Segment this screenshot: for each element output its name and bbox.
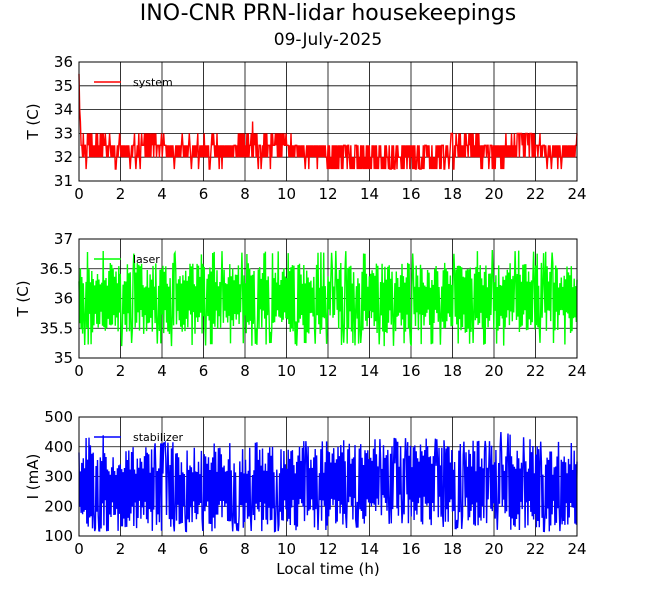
- x-tick-label: 14: [360, 185, 379, 203]
- x-tick-label: 20: [484, 185, 503, 203]
- series-line-laser: [78, 249, 578, 347]
- x-tick-label: 18: [443, 362, 462, 380]
- x-tick-label: 14: [360, 362, 379, 380]
- x-tick-label: 16: [401, 540, 420, 558]
- x-tick-label: 6: [199, 185, 209, 203]
- x-tick-label: 16: [401, 185, 420, 203]
- figure-title: INO-CNR PRN-lidar housekeepings: [140, 1, 516, 26]
- y-tick-label: 35: [54, 77, 73, 95]
- x-tick-label: 12: [318, 540, 337, 558]
- x-tick-label: 24: [567, 185, 586, 203]
- y-tick-label: 33: [54, 124, 73, 142]
- x-tick-label: 10: [277, 362, 296, 380]
- x-tick-label: 20: [484, 362, 503, 380]
- x-tick-label: 20: [484, 540, 503, 558]
- y-tick-label: 300: [44, 468, 73, 486]
- x-axis-label: Local time (h): [276, 560, 380, 578]
- x-tick-label: 6: [199, 540, 209, 558]
- x-tick-label: 0: [74, 362, 84, 380]
- x-tick-label: 0: [74, 185, 84, 203]
- x-tick-label: 10: [277, 540, 296, 558]
- x-tick-label: 24: [567, 362, 586, 380]
- figure-subtitle: 09-July-2025: [274, 30, 382, 50]
- x-tick-label: 8: [240, 540, 250, 558]
- y-tick-label: 500: [44, 408, 73, 426]
- x-tick-label: 2: [116, 362, 126, 380]
- y-axis-label: I (mA): [24, 454, 42, 500]
- x-tick-label: 12: [318, 185, 337, 203]
- x-tick-label: 18: [443, 185, 462, 203]
- x-tick-label: 4: [157, 540, 167, 558]
- legend-label: laser: [133, 253, 160, 266]
- legend-label: system: [133, 76, 173, 89]
- y-tick-label: 36: [54, 290, 73, 308]
- y-tick-label: 36: [54, 53, 73, 71]
- x-tick-label: 12: [318, 362, 337, 380]
- x-tick-label: 22: [526, 362, 545, 380]
- plot-frame: [78, 61, 578, 182]
- x-tick-label: 24: [567, 540, 586, 558]
- x-tick-label: 2: [116, 185, 126, 203]
- x-tick-label: 6: [199, 362, 209, 380]
- x-tick-label: 10: [277, 185, 296, 203]
- y-tick-label: 35.5: [40, 319, 73, 337]
- y-tick-label: 400: [44, 438, 73, 456]
- legend-label: stabilizer: [133, 431, 183, 444]
- y-axis-label: T (C): [24, 103, 42, 140]
- x-tick-label: 8: [240, 185, 250, 203]
- x-tick-label: 4: [157, 185, 167, 203]
- series-line-stabilizer: [78, 431, 578, 533]
- plot-frame: [78, 416, 578, 537]
- x-tick-label: 14: [360, 540, 379, 558]
- x-tick-label: 8: [240, 362, 250, 380]
- y-tick-label: 37: [54, 230, 73, 248]
- series-line-system: [78, 73, 578, 170]
- x-tick-label: 0: [74, 540, 84, 558]
- x-tick-label: 22: [526, 185, 545, 203]
- y-tick-label: 200: [44, 497, 73, 515]
- plot-frame: [78, 238, 578, 359]
- y-tick-label: 34: [54, 101, 73, 119]
- y-axis-label: T (C): [14, 280, 32, 317]
- y-tick-label: 31: [54, 172, 73, 190]
- x-tick-label: 2: [116, 540, 126, 558]
- x-tick-label: 16: [401, 362, 420, 380]
- y-tick-label: 36.5: [40, 260, 73, 278]
- x-tick-label: 18: [443, 540, 462, 558]
- x-tick-label: 4: [157, 362, 167, 380]
- y-tick-label: 35: [54, 349, 73, 367]
- x-tick-label: 22: [526, 540, 545, 558]
- y-tick-label: 32: [54, 148, 73, 166]
- y-tick-label: 100: [44, 527, 73, 545]
